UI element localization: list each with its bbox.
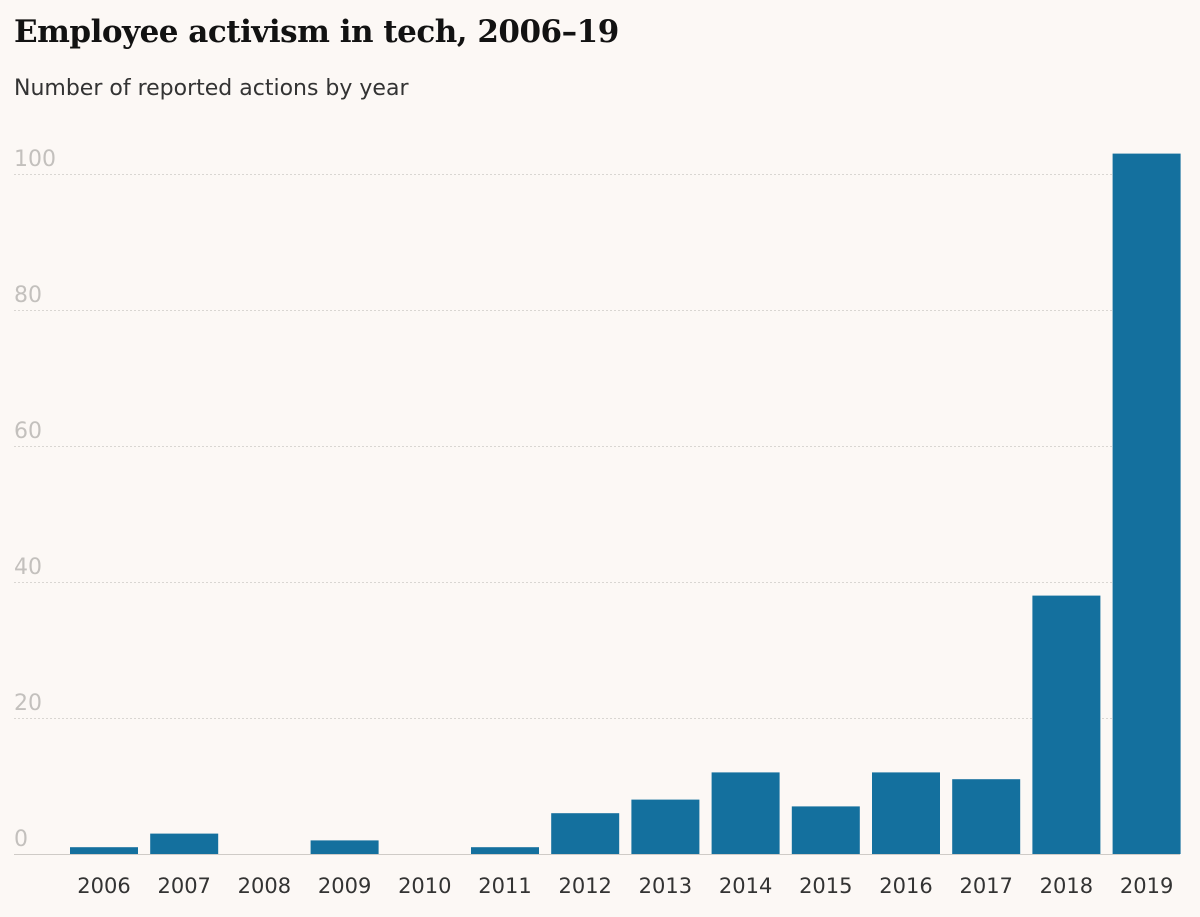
x-tick-label: 2007 — [157, 874, 210, 898]
x-tick-label: 2015 — [799, 874, 852, 898]
bar-2007 — [150, 833, 219, 854]
x-tick-label: 2012 — [558, 874, 611, 898]
x-tick-label: 2016 — [879, 874, 932, 898]
x-tick-label: 2018 — [1040, 874, 1093, 898]
y-tick-label: 0 — [14, 827, 28, 852]
bar-2011 — [471, 847, 539, 854]
bar-2015 — [791, 806, 860, 854]
bar-2013 — [631, 799, 700, 854]
x-tick-label: 2014 — [719, 874, 772, 898]
y-tick-label: 40 — [14, 555, 42, 580]
x-tick-label: 2006 — [77, 874, 130, 898]
y-tick-label: 100 — [14, 147, 56, 172]
bar-2012 — [551, 813, 620, 854]
chart-subtitle: Number of reported actions by year — [14, 76, 409, 101]
bar-2014 — [711, 772, 780, 854]
bar-2019 — [1112, 153, 1181, 855]
y-tick-label: 60 — [14, 419, 42, 444]
x-tick-label: 2011 — [478, 874, 531, 898]
gridlines — [14, 174, 1180, 719]
x-tick-label: 2019 — [1120, 874, 1173, 898]
y-tick-label: 20 — [14, 691, 42, 716]
chart-title: Employee activism in tech, 2006–19 — [14, 14, 619, 50]
bar-2016 — [872, 772, 940, 854]
bars — [70, 153, 1181, 855]
bar-2009 — [310, 840, 379, 854]
bar-2018 — [1032, 595, 1101, 854]
x-tick-label: 2017 — [959, 874, 1012, 898]
x-axis-category-labels: 2006 2007 2008 2009 2010 2011 2012 2013 2014 2015… — [77, 874, 1173, 898]
x-tick-label: 2013 — [639, 874, 692, 898]
x-tick-label: 2008 — [238, 874, 291, 898]
x-tick-label: 2010 — [398, 874, 451, 898]
y-tick-label: 80 — [14, 283, 42, 308]
bar-2006 — [70, 847, 138, 854]
bar-2017 — [952, 779, 1021, 854]
x-tick-label: 2009 — [318, 874, 371, 898]
y-axis-tick-labels: 0 20 40 60 80 100 — [14, 147, 56, 852]
